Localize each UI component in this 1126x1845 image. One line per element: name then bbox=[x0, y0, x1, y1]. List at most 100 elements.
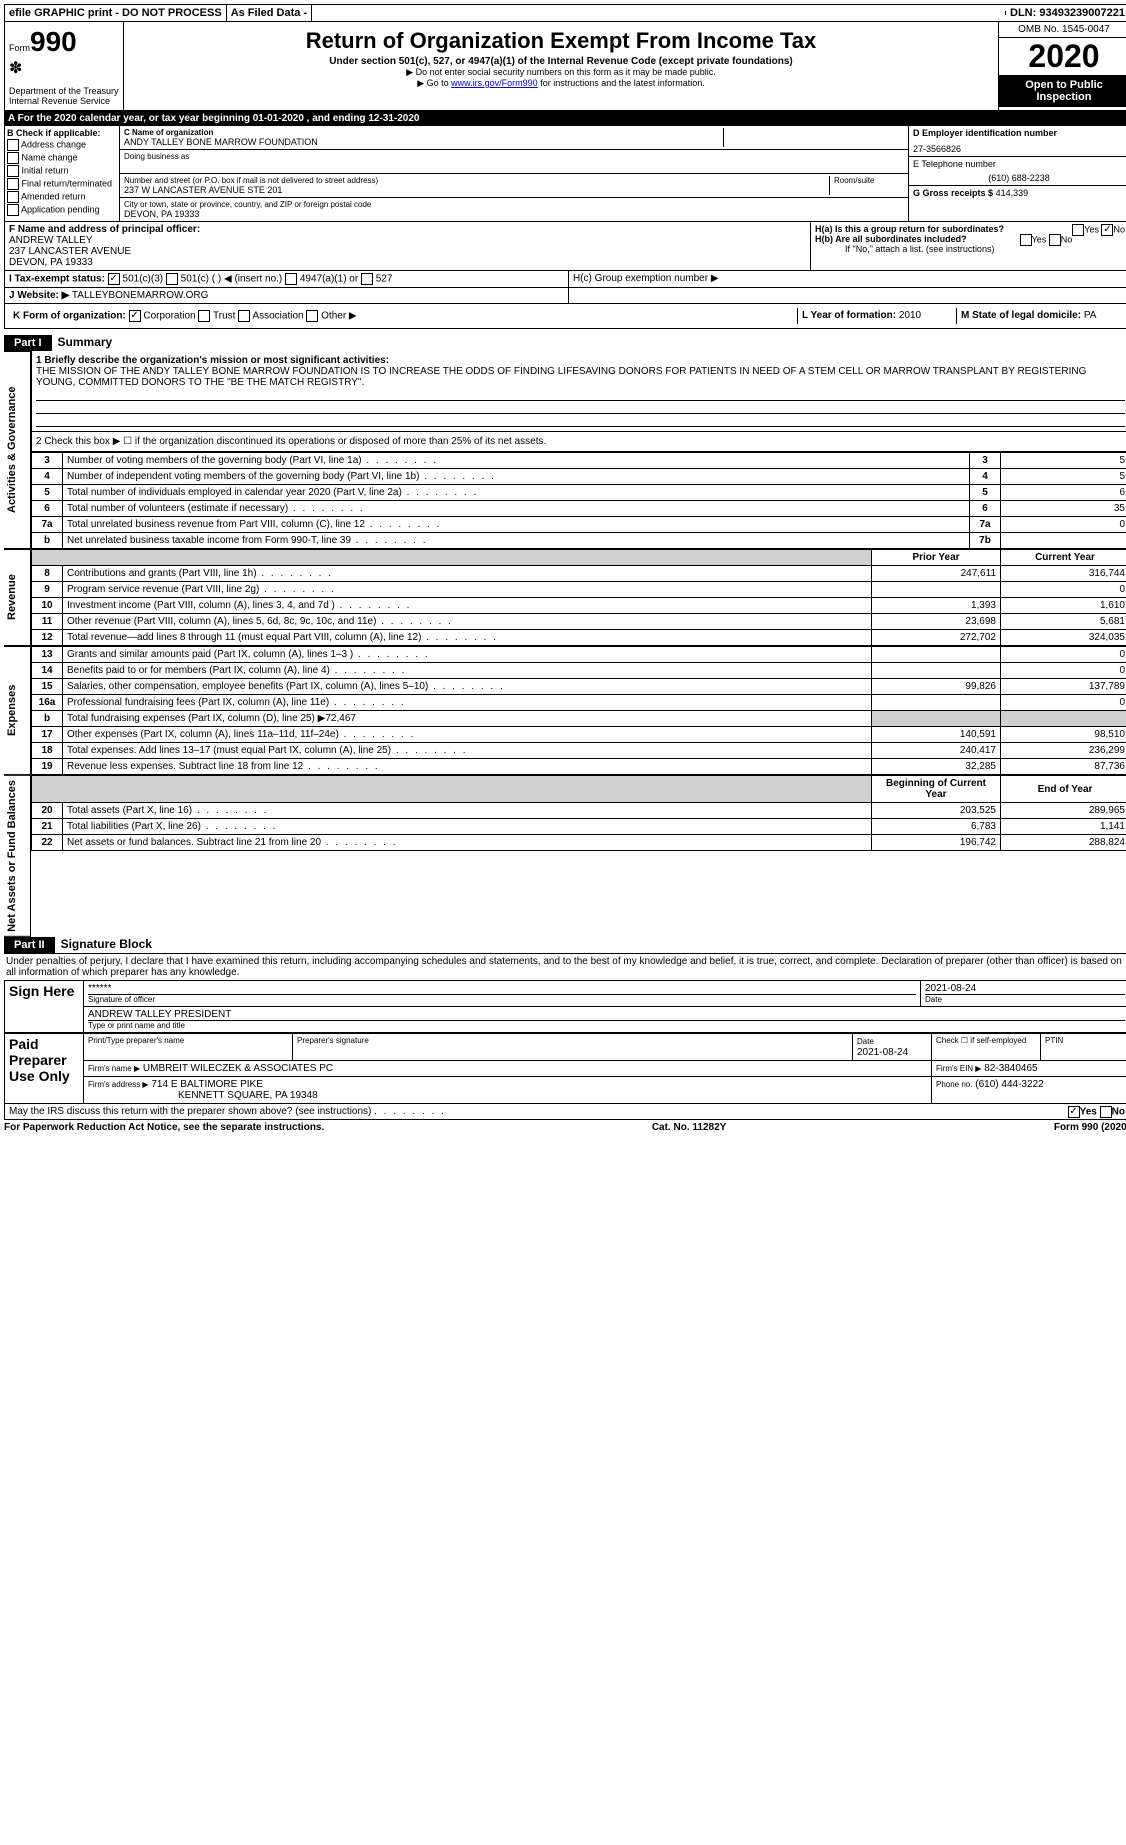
top-bar: efile GRAPHIC print - DO NOT PROCESS As … bbox=[4, 4, 1126, 22]
spacer bbox=[312, 11, 1006, 15]
sign-here-table: Sign Here ****** Signature of officer 20… bbox=[4, 980, 1126, 1033]
sign-here-label: Sign Here bbox=[5, 980, 84, 1032]
dln: DLN: 93493239007221 bbox=[1006, 5, 1126, 21]
row-klm: K Form of organization: ✓ Corporation Tr… bbox=[4, 304, 1126, 329]
exp-table: 13Grants and similar amounts paid (Part … bbox=[31, 646, 1126, 775]
b-label: B Check if applicable: bbox=[7, 128, 117, 138]
part1-gov: Activities & Governance 1 Briefly descri… bbox=[4, 351, 1126, 549]
check-self-employed: Check ☐ if self-employed bbox=[932, 1033, 1041, 1060]
hb-note: If "No," attach a list. (see instruction… bbox=[815, 244, 1125, 254]
footer: For Paperwork Reduction Act Notice, see … bbox=[4, 1120, 1126, 1135]
ptin-label: PTIN bbox=[1041, 1033, 1126, 1060]
firm-addr2: KENNETT SQUARE, PA 19348 bbox=[88, 1090, 318, 1101]
sig-date: 2021-08-24 bbox=[925, 983, 1125, 994]
header-center: Return of Organization Exempt From Incom… bbox=[124, 22, 998, 110]
officer-addr2: DEVON, PA 19333 bbox=[9, 257, 806, 268]
prep-sig-label: Preparer's signature bbox=[293, 1033, 853, 1060]
g-label: G Gross receipts $ bbox=[913, 188, 993, 198]
irs-link[interactable]: www.irs.gov/Form990 bbox=[451, 78, 538, 88]
tax-year: 2020 bbox=[999, 38, 1126, 75]
opt-amended[interactable]: Amended return bbox=[7, 191, 117, 203]
form-subtitle: Under section 501(c), 527, or 4947(a)(1)… bbox=[128, 56, 994, 67]
org-name: ANDY TALLEY BONE MARROW FOUNDATION bbox=[124, 137, 719, 147]
prep-date: 2021-08-24 bbox=[857, 1047, 908, 1058]
opt-initial[interactable]: Initial return bbox=[7, 165, 117, 177]
website: TALLEYBONEMARROW.ORG bbox=[72, 290, 209, 301]
line1-label: 1 Briefly describe the organization's mi… bbox=[36, 355, 1125, 366]
vlabel-rev: Revenue bbox=[4, 549, 31, 646]
h-block: H(a) Is this a group return for subordin… bbox=[811, 222, 1126, 270]
opt-final[interactable]: Final return/terminated bbox=[7, 178, 117, 190]
header-right: OMB No. 1545-0047 2020 Open to Public In… bbox=[998, 22, 1126, 110]
officer-addr1: 237 LANCASTER AVENUE bbox=[9, 246, 806, 257]
row-i: I Tax-exempt status: ✓ 501(c)(3) 501(c) … bbox=[4, 271, 1126, 288]
d-label: D Employer identification number bbox=[913, 128, 1125, 138]
part1-net: Net Assets or Fund Balances Beginning of… bbox=[4, 775, 1126, 937]
k-label: K Form of organization: bbox=[13, 311, 126, 322]
col-deg: D Employer identification number 27-3566… bbox=[908, 126, 1126, 221]
opt-pending[interactable]: Application pending bbox=[7, 204, 117, 216]
f-label: F Name and address of principal officer: bbox=[9, 224, 806, 235]
gross-receipts: 414,339 bbox=[996, 188, 1029, 198]
sig-stars: ****** bbox=[88, 983, 916, 994]
header-left: Form990 ✽ Department of the Treasury Int… bbox=[5, 22, 124, 110]
city-label: City or town, state or province, country… bbox=[124, 200, 904, 209]
paid-preparer-table: Paid Preparer Use Only Print/Type prepar… bbox=[4, 1033, 1126, 1104]
year-formation: 2010 bbox=[899, 310, 921, 321]
row-j: J Website: ▶ TALLEYBONEMARROW.ORG bbox=[4, 288, 1126, 304]
ha-label: H(a) Is this a group return for subordin… bbox=[815, 224, 1004, 234]
note-link: ▶ Go to www.irs.gov/Form990 for instruct… bbox=[128, 78, 994, 89]
firm-addr1: 714 E BALTIMORE PIKE bbox=[151, 1079, 263, 1090]
opt-address-change[interactable]: Address change bbox=[7, 139, 117, 151]
part1-rev: Revenue Prior YearCurrent Year8Contribut… bbox=[4, 549, 1126, 646]
phone: (610) 688-2238 bbox=[913, 173, 1125, 183]
addr-label: Number and street (or P.O. box if mail i… bbox=[124, 176, 829, 185]
ein: 27-3566826 bbox=[913, 144, 1125, 154]
omb-number: OMB No. 1545-0047 bbox=[999, 22, 1126, 38]
firm-ein: 82-3840465 bbox=[984, 1063, 1037, 1074]
part2-header: Part IISignature Block bbox=[4, 937, 1126, 953]
footer-right: Form 990 (2020) bbox=[1054, 1122, 1126, 1133]
j-label: J Website: ▶ bbox=[9, 290, 69, 301]
hc-label: H(c) Group exemption number ▶ bbox=[569, 271, 1126, 287]
sig-officer-label: Signature of officer bbox=[88, 994, 916, 1004]
type-name-label: Type or print name and title bbox=[88, 1020, 1125, 1030]
open-public: Open to Public Inspection bbox=[999, 75, 1126, 107]
prep-name-label: Print/Type preparer's name bbox=[84, 1033, 293, 1060]
section-fh: F Name and address of principal officer:… bbox=[4, 222, 1126, 271]
dept-label: Department of the Treasury bbox=[9, 86, 119, 96]
form-prefix: Form bbox=[9, 43, 30, 53]
opt-name-change[interactable]: Name change bbox=[7, 152, 117, 164]
line2: 2 Check this box ▶ ☐ if the organization… bbox=[31, 432, 1126, 452]
paid-prep-label: Paid Preparer Use Only bbox=[5, 1033, 84, 1103]
asfiled-label: As Filed Data - bbox=[227, 5, 312, 21]
form-header: Form990 ✽ Department of the Treasury Int… bbox=[4, 22, 1126, 111]
footer-mid: Cat. No. 11282Y bbox=[652, 1122, 726, 1133]
rev-table: Prior YearCurrent Year8Contributions and… bbox=[31, 549, 1126, 646]
footer-left: For Paperwork Reduction Act Notice, see … bbox=[4, 1122, 324, 1133]
row-a: A For the 2020 calendar year, or tax yea… bbox=[4, 111, 1126, 126]
hb-label: H(b) Are all subordinates included? bbox=[815, 234, 967, 244]
perjury-text: Under penalties of perjury, I declare th… bbox=[4, 953, 1126, 980]
i-label: I Tax-exempt status: bbox=[9, 274, 105, 285]
col-b: B Check if applicable: Address change Na… bbox=[5, 126, 120, 221]
dba-label: Doing business as bbox=[124, 152, 904, 161]
vlabel-exp: Expenses bbox=[4, 646, 31, 775]
may-irs-row: May the IRS discuss this return with the… bbox=[4, 1104, 1126, 1120]
officer-name-title: ANDREW TALLEY PRESIDENT bbox=[88, 1009, 1125, 1020]
date-label: Date bbox=[925, 994, 1125, 1004]
vlabel-net: Net Assets or Fund Balances bbox=[4, 775, 31, 937]
state-domicile: PA bbox=[1084, 310, 1097, 321]
org-city: DEVON, PA 19333 bbox=[124, 209, 904, 219]
part1-exp: Expenses 13Grants and similar amounts pa… bbox=[4, 646, 1126, 775]
net-table: Beginning of Current YearEnd of Year20To… bbox=[31, 775, 1126, 851]
note-ssn: ▶ Do not enter social security numbers o… bbox=[128, 67, 994, 78]
room-label: Room/suite bbox=[830, 176, 904, 195]
firm-name: UMBREIT WILECZEK & ASSOCIATES PC bbox=[143, 1063, 333, 1074]
c-label: C Name of organization bbox=[124, 128, 719, 137]
firm-phone: (610) 444-3222 bbox=[975, 1079, 1043, 1090]
mission-text: THE MISSION OF THE ANDY TALLEY BONE MARR… bbox=[36, 366, 1125, 388]
gov-table: 3Number of voting members of the governi… bbox=[31, 452, 1126, 549]
org-address: 237 W LANCASTER AVENUE STE 201 bbox=[124, 185, 829, 195]
e-label: E Telephone number bbox=[913, 159, 1125, 169]
